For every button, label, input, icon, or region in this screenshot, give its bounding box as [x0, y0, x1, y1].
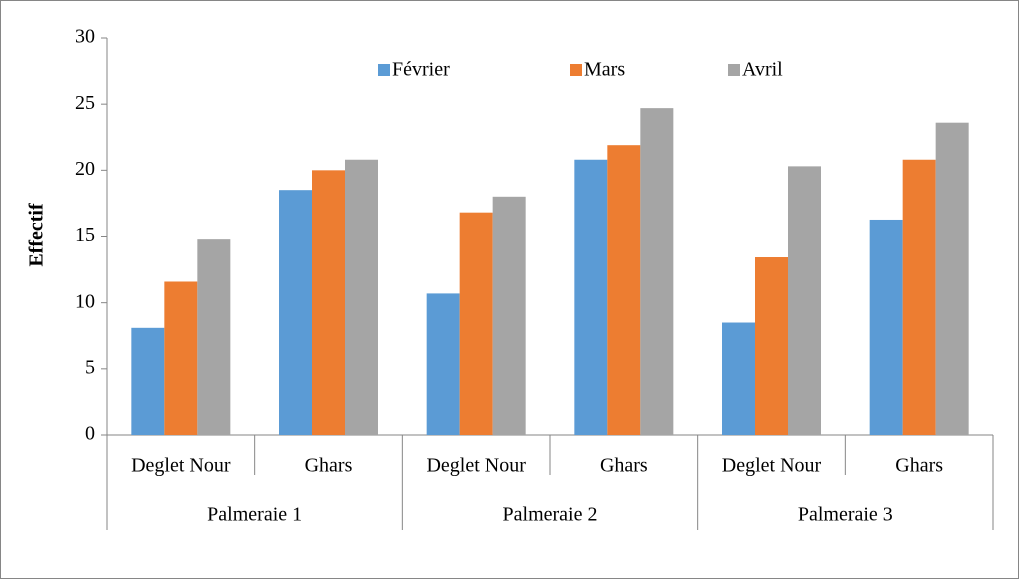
bar: [197, 239, 231, 435]
legend-swatch: [728, 64, 740, 76]
bar: [164, 281, 198, 435]
y-tick-label: 15: [75, 224, 95, 246]
y-tick-label: 0: [85, 423, 95, 445]
x-tick-label: Ghars: [895, 455, 943, 477]
legend-swatch: [378, 64, 390, 76]
x-tick-label: Ghars: [600, 455, 648, 477]
bar: [607, 145, 641, 435]
bar: [492, 196, 526, 435]
group-label: Palmeraie 1: [207, 504, 302, 526]
x-tick-label: Ghars: [305, 455, 353, 477]
bar: [640, 108, 674, 436]
x-tick-label: Deglet Nour: [722, 455, 822, 477]
bar: [574, 159, 608, 435]
bar: [869, 219, 903, 435]
y-axis-label: Effectif: [26, 203, 48, 267]
bar: [279, 190, 312, 435]
bar: [788, 166, 821, 435]
group-label: Palmeraie 2: [503, 504, 598, 526]
bar: [935, 122, 969, 436]
y-tick-label: 5: [85, 356, 95, 378]
group-label: Palmeraie 3: [798, 504, 893, 526]
x-tick-label: Deglet Nour: [426, 455, 526, 477]
bar: [902, 159, 936, 435]
legend-label: Avril: [742, 59, 783, 81]
bar: [722, 322, 755, 435]
bar: [755, 257, 788, 435]
bar: [131, 327, 165, 435]
bar: [459, 212, 493, 435]
legend-swatch: [570, 64, 582, 76]
y-tick-label: 30: [75, 26, 95, 48]
y-tick-label: 20: [75, 158, 95, 180]
x-tick-label: Deglet Nour: [131, 455, 231, 477]
bar: [312, 170, 345, 436]
legend-label: Mars: [584, 59, 625, 81]
bar: [345, 159, 378, 435]
y-tick-label: 25: [75, 92, 95, 114]
y-tick-label: 10: [75, 290, 95, 312]
legend-label: Février: [392, 59, 450, 81]
bar: [426, 293, 460, 435]
